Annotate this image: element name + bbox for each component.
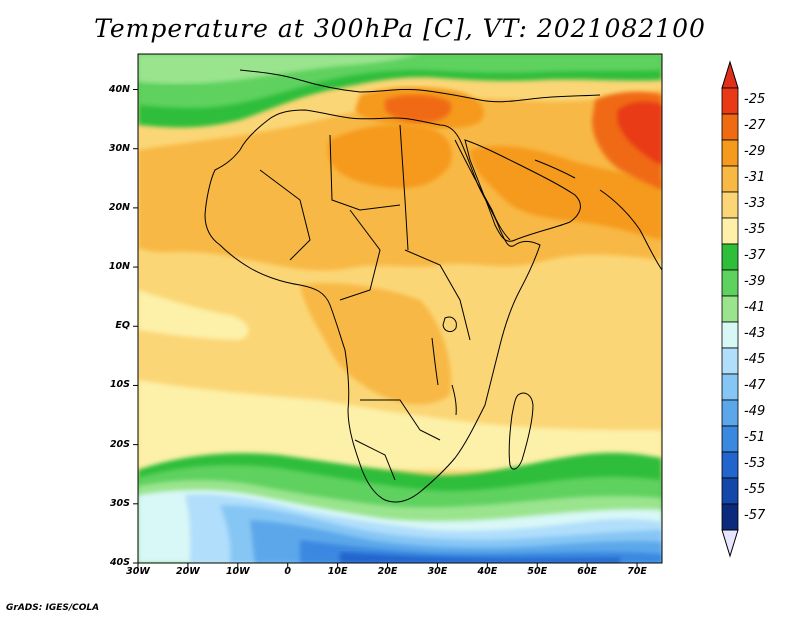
colorbar-label: -41 [744,300,766,315]
red-sea [454,139,511,241]
africa-coastline [204,109,541,503]
india-coastline [599,189,662,271]
colorbar-label: -29 [744,144,766,159]
colorbar-label: -27 [744,118,766,133]
field-band-29-arabia [470,145,662,240]
lat-label: 10N [108,261,130,273]
lon-label: 30E [427,566,448,577]
field-band-35-west [138,290,249,340]
lat-label: 40S [109,557,130,568]
lon-label: 60E [577,566,597,577]
lake-malawi [451,384,457,416]
colorbar-swatch [721,113,739,141]
colorbar-swatch [721,503,739,531]
grads-credit: GrADS: IGES/COLA [6,603,100,613]
colorbar-swatch [721,217,739,245]
colorbar-bottom-triangle [721,529,739,558]
country-border-5 [404,249,471,341]
colorbar-label: -49 [744,404,766,419]
lat-label: 20S [109,438,130,450]
country-border-1 [329,134,401,211]
lon-label: 70E [627,566,647,577]
field-band-25-asia [617,101,662,165]
colorbar-swatch [721,191,739,219]
colorbar-swatch [721,399,739,427]
colorbar-label: -45 [744,352,766,367]
colorbar-label: -33 [744,196,766,211]
lat-label: 10S [109,379,130,391]
colorbar [721,60,739,558]
lon-label: 50E [527,566,548,577]
colorbar-label: -57 [744,508,766,523]
colorbar-swatch [721,295,739,323]
colorbar-label: -55 [744,482,766,497]
colorbar-swatch [721,373,739,401]
lon-label: 10W [225,566,250,577]
country-border-4 [339,209,381,301]
colorbar-swatch [721,347,739,375]
lon-label: 0 [284,566,292,577]
colorbar-swatch [721,425,739,453]
country-border-2 [399,124,409,251]
colorbar-swatch [721,321,739,349]
colorbar-swatch [721,165,739,193]
colorbar-swatch [721,269,739,297]
colorbar-swatch [721,139,739,167]
madagascar-coastline [508,392,534,470]
lon-label: 10E [327,566,348,577]
colorbar-top-triangle [721,60,739,89]
colorbar-label: -37 [744,248,766,263]
temperature-field [138,54,662,563]
colorbar-label: -51 [744,430,766,445]
field-band-53-south [340,552,620,563]
field-band-31-central [300,283,451,405]
lon-label: 40E [477,566,498,577]
colorbar-swatch [721,243,739,271]
lat-label: 20N [108,201,130,213]
colorbar-swatch [721,451,739,479]
map-title: Temperature at 300hPa [C], VT: 202108210… [94,14,706,43]
colorbar-label: -31 [744,170,766,185]
lat-label: 30S [109,497,130,509]
field-band-29-sahara [327,124,452,189]
colorbar-label: -47 [744,378,766,393]
lat-label: 30N [108,142,130,154]
lon-label: 20W [176,566,200,577]
country-border-3 [259,169,311,261]
axis-ticks [133,89,638,568]
lat-label: 40N [108,83,130,95]
colorbar-swatch [721,477,739,505]
country-border-6 [360,399,441,441]
field-band-27-med [385,94,452,123]
lake-tanganyika [431,337,439,386]
map-frame [137,53,663,564]
field-band-41-north [138,54,420,84]
lon-label: 20E [377,566,398,577]
field-band-35-south [138,380,662,470]
colorbar-label: -25 [744,92,766,107]
europe-coastline [239,69,601,103]
colorbar-label: -53 [744,456,766,471]
coastlines [204,69,662,503]
country-border-7 [354,439,396,481]
lon-label: 30W [126,566,150,577]
lake-victoria [442,316,457,333]
colorbar-label: -35 [744,222,766,237]
colorbar-swatch [721,87,739,115]
colorbar-label: -43 [744,326,766,341]
persian-gulf [534,159,576,179]
colorbar-label: -39 [744,274,766,289]
lat-label: EQ [115,320,130,332]
arabia-coastline [464,139,581,242]
